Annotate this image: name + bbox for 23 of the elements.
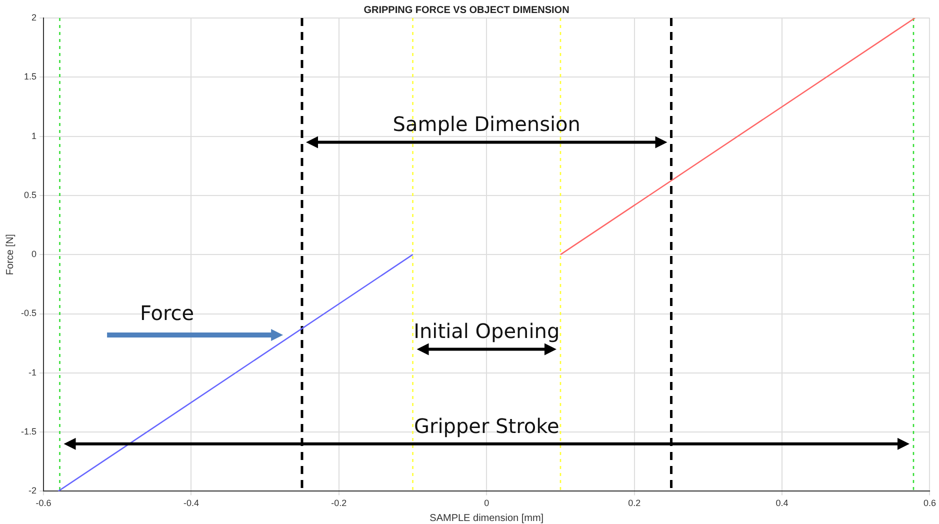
annotation: Gripper Stroke <box>414 414 560 438</box>
y-axis-title: Force [N] <box>4 234 16 276</box>
annotation: Initial Opening <box>414 319 560 344</box>
y-tick-label: -1.5 <box>20 426 37 437</box>
x-axis-title: SAMPLE dimension [mm] <box>430 512 544 524</box>
y-tick-label: -1 <box>28 367 37 378</box>
y-tick-label: 1.5 <box>24 72 37 82</box>
y-tick-label: -2 <box>28 486 37 496</box>
x-tick-label: -0.4 <box>183 498 199 508</box>
chart-title: GRIPPING FORCE VS OBJECT DIMENSION <box>364 4 570 16</box>
annotation: Sample Dimension <box>392 112 580 136</box>
x-tick-label: 0.4 <box>776 498 788 508</box>
y-tick-label: 1 <box>31 130 37 141</box>
x-tick-label: -0.2 <box>331 498 347 508</box>
annotation: Force <box>140 301 194 326</box>
y-tick-label: 2 <box>31 12 37 22</box>
x-tick-label: -0.6 <box>36 498 52 508</box>
x-tick-label: 0.2 <box>628 498 641 508</box>
y-tick-label: -0.5 <box>20 308 37 318</box>
y-tick-label: 0 <box>31 249 37 260</box>
y-tick-label: 0.5 <box>24 190 37 200</box>
x-tick-label: 0 <box>484 498 490 508</box>
x-tick-label: 0.6 <box>923 498 936 508</box>
